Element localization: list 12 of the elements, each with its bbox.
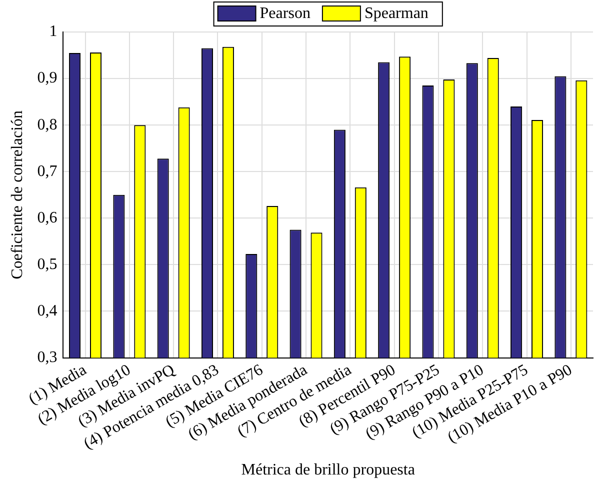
y-tick-label: 0,8 (37, 116, 58, 134)
y-axis-title: Coeficiente de correlación (8, 110, 26, 280)
legend-label: Spearman (364, 5, 428, 22)
x-axis-title: Métrica de brillo propuesta (241, 462, 415, 479)
legend-label: Pearson (260, 5, 310, 22)
y-tick-label: 0,9 (37, 70, 58, 87)
y-tick-label: 0,4 (37, 302, 58, 320)
y-tick-label: 0,6 (37, 209, 58, 226)
y-tick-label: 0,7 (37, 162, 58, 180)
y-tick-label: 1 (49, 23, 58, 40)
y-tick-label: 0,3 (37, 348, 58, 366)
y-tick-label: 0,5 (37, 256, 58, 273)
